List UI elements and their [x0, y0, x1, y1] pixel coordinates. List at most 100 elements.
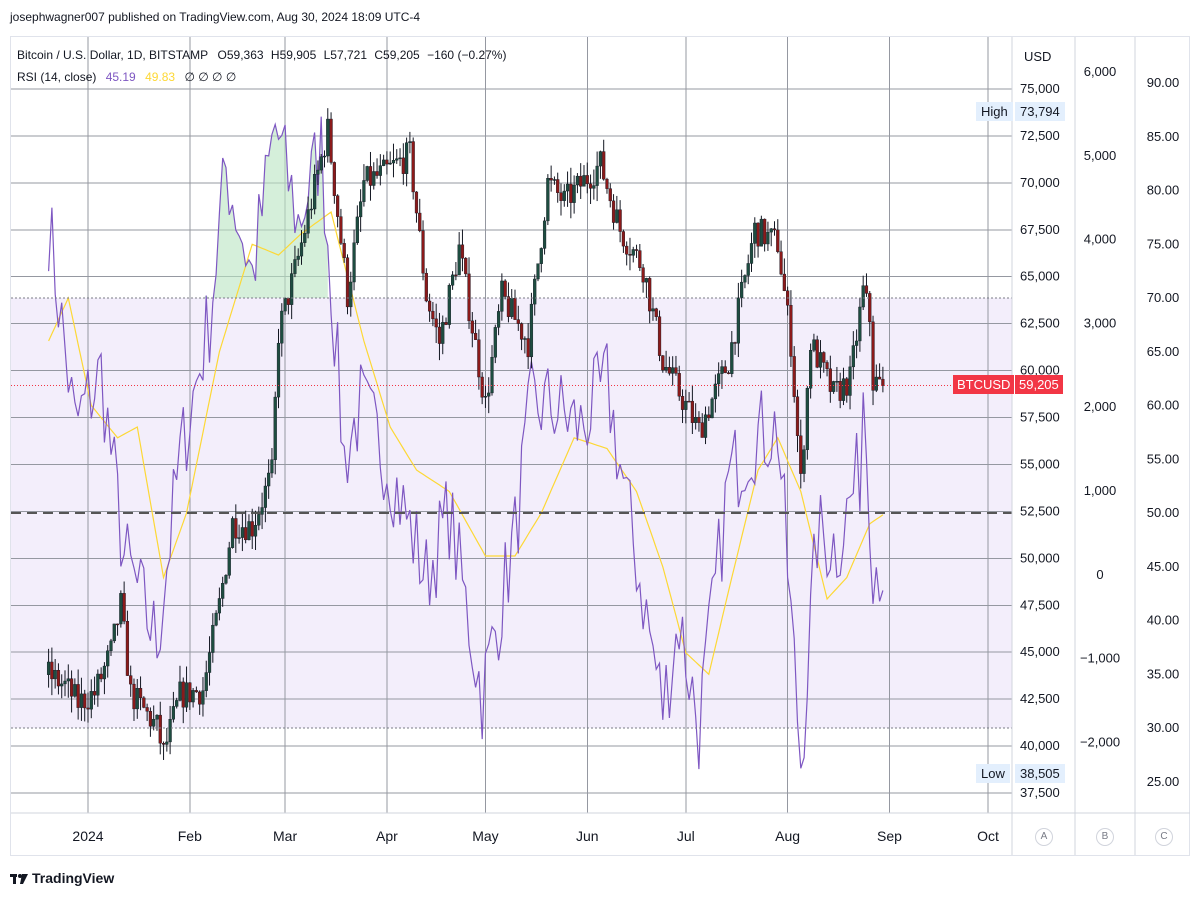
candle-body: [293, 259, 297, 274]
candle-body: [155, 714, 159, 720]
candle-body: [240, 527, 244, 538]
candle-body: [145, 707, 149, 712]
scale-c-tick-label: 40.00: [1147, 613, 1180, 628]
candle: [188, 682, 192, 710]
candle-body: [828, 368, 832, 392]
time-tick-label: Oct: [977, 828, 999, 844]
candle: [549, 165, 553, 192]
candle: [700, 413, 704, 438]
candle-body: [539, 248, 543, 264]
candle: [460, 229, 465, 272]
candle: [546, 174, 550, 226]
candle: [467, 257, 471, 329]
candle-body: [102, 665, 107, 680]
candle-body: [129, 675, 133, 685]
tradingview-logo[interactable]: TradingView: [10, 870, 114, 886]
candle: [769, 228, 773, 247]
ohlc-low: L57,721: [323, 48, 368, 62]
candle: [496, 304, 501, 336]
candle: [559, 183, 563, 216]
candle: [812, 333, 816, 353]
candle-body: [342, 243, 346, 258]
candle: [122, 581, 126, 625]
candle-body: [405, 142, 409, 174]
candle: [148, 707, 153, 737]
candle-body: [598, 151, 603, 167]
candle-body: [329, 118, 333, 163]
candle: [746, 254, 750, 285]
candle: [480, 372, 484, 405]
rsi-legend[interactable]: RSI (14, close) 45.19 49.83 ∅ ∅ ∅ ∅: [17, 70, 242, 84]
candle-body: [694, 417, 698, 423]
candle-body: [437, 326, 442, 344]
candle-body: [365, 166, 369, 181]
scale-c-tick-label: 45.00: [1147, 559, 1180, 574]
candle-body: [171, 706, 176, 720]
candle-body: [309, 208, 313, 211]
candle: [536, 263, 540, 282]
candle-body: [493, 327, 497, 358]
scale-c-tick-label: 35.00: [1147, 666, 1180, 681]
candle: [257, 506, 261, 531]
scale-b-tick-label: 6,000: [1084, 64, 1117, 79]
candle: [667, 356, 671, 376]
candle-body: [168, 719, 172, 743]
candle: [848, 355, 852, 410]
candle-body: [63, 680, 67, 685]
candle: [391, 143, 396, 178]
candle-body: [523, 338, 527, 340]
scale-button-a[interactable]: A: [1035, 828, 1053, 846]
candle-body: [690, 400, 694, 423]
candle-body: [178, 681, 182, 701]
candle-body: [536, 263, 540, 280]
symbol-legend[interactable]: Bitcoin / U.S. Dollar, 1D, BITSTAMP O59,…: [17, 48, 512, 62]
candle-body: [713, 383, 717, 400]
low-value: 38,505: [1015, 764, 1065, 783]
candle: [135, 679, 139, 719]
candle: [694, 403, 698, 430]
candle-body: [303, 233, 307, 243]
candle-body: [368, 166, 373, 186]
candle-body: [76, 684, 80, 708]
scale-b-tick-label: 1,000: [1084, 483, 1117, 498]
candle: [828, 355, 832, 403]
candle-body: [441, 322, 445, 344]
candle-body: [526, 338, 530, 358]
candle: [230, 516, 235, 549]
candle-body: [234, 518, 238, 539]
candle: [388, 151, 392, 165]
candle-body: [687, 400, 691, 403]
candle: [766, 221, 770, 251]
candle: [730, 331, 734, 378]
candle-body: [500, 280, 504, 312]
candle-body: [175, 700, 179, 707]
candle-body: [703, 414, 708, 438]
candle: [871, 315, 875, 406]
candle-body: [812, 339, 816, 351]
price-tick-label: 62,500: [1020, 316, 1060, 331]
candle: [273, 391, 277, 475]
scale-b-tick-label: 2,000: [1084, 399, 1117, 414]
candle-body: [552, 179, 557, 181]
candle-body: [257, 514, 261, 526]
scale-button-c[interactable]: C: [1155, 828, 1173, 846]
candle: [789, 290, 793, 367]
scale-button-b[interactable]: B: [1096, 828, 1114, 846]
candle: [477, 329, 481, 390]
candle-body: [575, 175, 580, 186]
candle: [556, 172, 560, 203]
candle: [822, 351, 826, 373]
candle: [326, 108, 330, 163]
currency-label[interactable]: USD: [1024, 49, 1052, 64]
candle: [378, 154, 382, 186]
candle: [408, 131, 412, 154]
candle-body: [260, 507, 264, 515]
candle: [76, 669, 80, 720]
candle-body: [273, 396, 277, 460]
candle: [717, 362, 721, 397]
candle: [53, 659, 57, 689]
candle-body: [460, 244, 465, 259]
candle: [753, 217, 757, 258]
candle-body: [161, 743, 166, 745]
